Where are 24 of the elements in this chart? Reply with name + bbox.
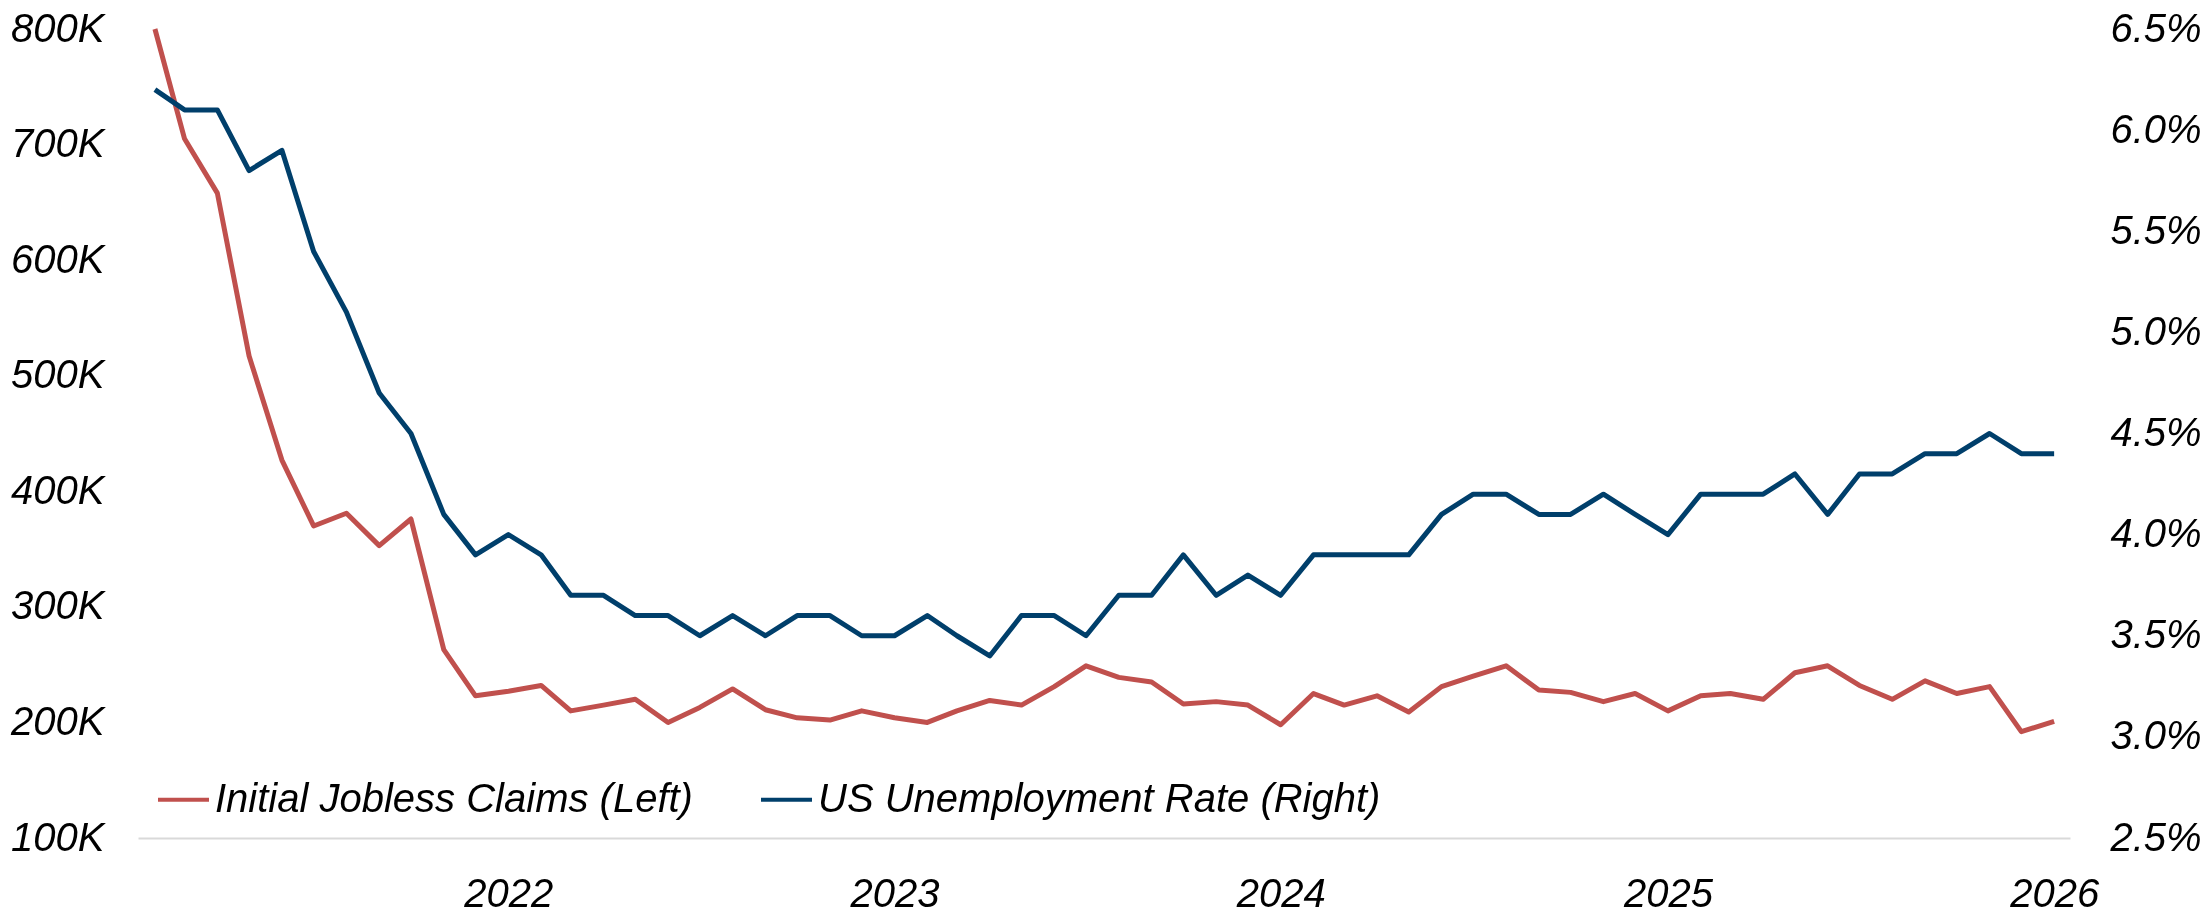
y-tick-label: 100K <box>11 814 107 859</box>
y2-tick-label: 3.0% <box>2110 713 2202 758</box>
legend-label: Initial Jobless Claims (Left) <box>215 775 693 820</box>
y-tick-label: 200K <box>10 698 107 743</box>
x-tick-label: 2026 <box>2009 870 2100 915</box>
legend-label: US Unemployment Rate (Right) <box>818 775 1381 820</box>
y-tick-label: 400K <box>11 467 107 512</box>
y-tick-label: 300K <box>11 583 107 628</box>
y2-tick-label: 3.5% <box>2110 612 2202 657</box>
y-tick-label: 700K <box>11 121 107 166</box>
y2-tick-label: 4.0% <box>2110 511 2202 556</box>
y-tick-label: 800K <box>11 5 107 50</box>
y2-tick-label: 6.5% <box>2110 5 2202 50</box>
x-tick-label: 2024 <box>1235 870 1326 915</box>
y-tick-label: 500K <box>11 352 107 397</box>
x-tick-label: 2023 <box>849 870 940 915</box>
x-tick-label: 2022 <box>463 870 554 915</box>
y2-tick-label: 4.5% <box>2110 410 2202 454</box>
x-tick-label: 2025 <box>1622 870 1714 915</box>
y-tick-label: 600K <box>11 236 107 281</box>
y2-tick-label: 6.0% <box>2110 106 2202 151</box>
y2-tick-label: 5.0% <box>2110 308 2202 353</box>
y2-tick-label: 5.5% <box>2110 207 2202 252</box>
y2-tick-label: 2.5% <box>2109 814 2202 859</box>
